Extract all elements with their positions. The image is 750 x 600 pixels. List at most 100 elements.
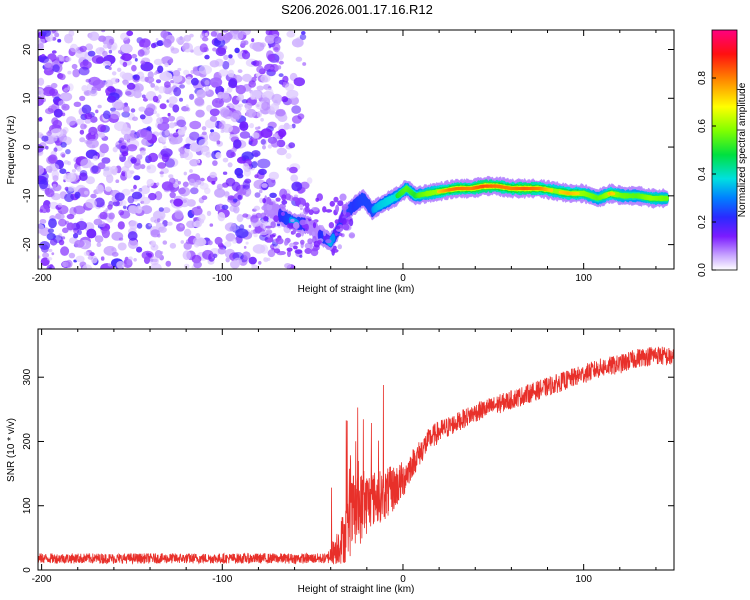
noise-blob [117,242,127,251]
noise-blob [227,162,233,168]
noise-blob [111,168,118,176]
snr-series-line [38,346,674,565]
noise-blob [178,186,191,197]
noise-blob [98,221,106,228]
noise-blob [58,73,66,81]
noise-blob [162,240,168,245]
noise-blob [79,172,88,181]
noise-blob [92,155,99,161]
transition-blob [338,233,343,236]
noise-blob [215,47,227,57]
noise-blob [93,79,105,89]
transition-blob [275,237,284,245]
noise-blob [79,137,86,143]
noise-blob [96,242,102,247]
noise-blob [248,141,253,145]
noise-blob [195,233,201,239]
noise-blob [278,73,284,77]
noise-blob [230,112,240,123]
noise-blob [64,87,69,93]
noise-blob [228,79,238,89]
noise-blob [83,190,89,195]
noise-blob [172,132,179,138]
figure-title: S206.2026.001.17.16.R12 [281,2,433,17]
noise-blob [39,209,43,213]
noise-blob [189,159,200,167]
noise-blob [161,181,174,191]
noise-blob [110,110,121,120]
transition-blob [262,198,267,204]
noise-blob [67,185,75,192]
noise-blob [273,36,282,44]
noise-blob [269,192,277,198]
noise-blob [183,171,187,176]
noise-blob [173,70,181,77]
transition-blob [293,245,298,250]
ridge-cell [575,191,580,195]
noise-blob [75,49,88,59]
noise-blob [149,256,159,266]
noise-blob [192,66,199,72]
noise-blob [222,60,230,70]
noise-blob [156,117,164,125]
noise-blob [233,205,240,214]
noise-blob [282,75,289,84]
noise-blob [253,233,258,238]
noise-blob [204,54,210,60]
noise-blob [57,38,62,43]
transition-blob [339,215,343,224]
transition-blob [348,232,356,239]
noise-blob [260,139,266,145]
transition-blob [328,222,335,229]
noise-blob [212,253,218,258]
noise-blob [170,134,183,145]
snr-axes: -200 -100 0 100 0 100 200 300 [22,329,674,585]
transition-blob [267,209,275,215]
noise-blob [91,144,96,148]
noise-blob [289,96,299,105]
noise-blob [101,30,106,33]
noise-blob [136,129,148,138]
noise-blob [289,166,298,174]
noise-blob [222,95,231,103]
noise-blob [71,169,76,173]
noise-blob [167,221,173,226]
noise-blob [230,151,236,158]
noise-blob [191,254,202,264]
noise-blob [155,222,162,229]
noise-blob [204,79,210,86]
noise-blob [233,257,243,266]
noise-blob [89,252,95,257]
transition-blob [341,217,347,226]
x-tick-label: 0 [400,273,406,284]
noise-blob [185,104,189,108]
colorbar-tick-label: 0.0 [697,263,708,277]
noise-blob [133,175,141,181]
colorbar: 0.0 0.2 0.4 0.6 0.8 Normalized spectral ampl… [697,29,748,277]
transition-blob [337,200,344,207]
noise-blob [156,113,160,118]
heatmap-noise-blobs [38,30,313,269]
noise-blob [226,86,233,93]
noise-blob [154,191,163,201]
transition-blob [267,249,276,258]
noise-blob [132,74,138,79]
noise-blob [225,177,236,187]
y-tick-label: -20 [22,237,33,252]
transition-blob [333,196,339,203]
noise-blob [136,154,143,161]
noise-blob [78,66,90,76]
noise-blob [289,242,295,248]
noise-blob [195,109,205,118]
noise-blob [291,123,296,129]
noise-blob [140,150,146,156]
noise-blob [172,104,180,113]
noise-blob [130,157,137,164]
noise-blob [212,47,217,52]
noise-blob [84,113,93,120]
noise-blob [245,108,257,118]
noise-blob [290,174,299,182]
noise-blob [45,189,55,198]
noise-blob [269,64,279,73]
noise-blob [284,263,292,269]
